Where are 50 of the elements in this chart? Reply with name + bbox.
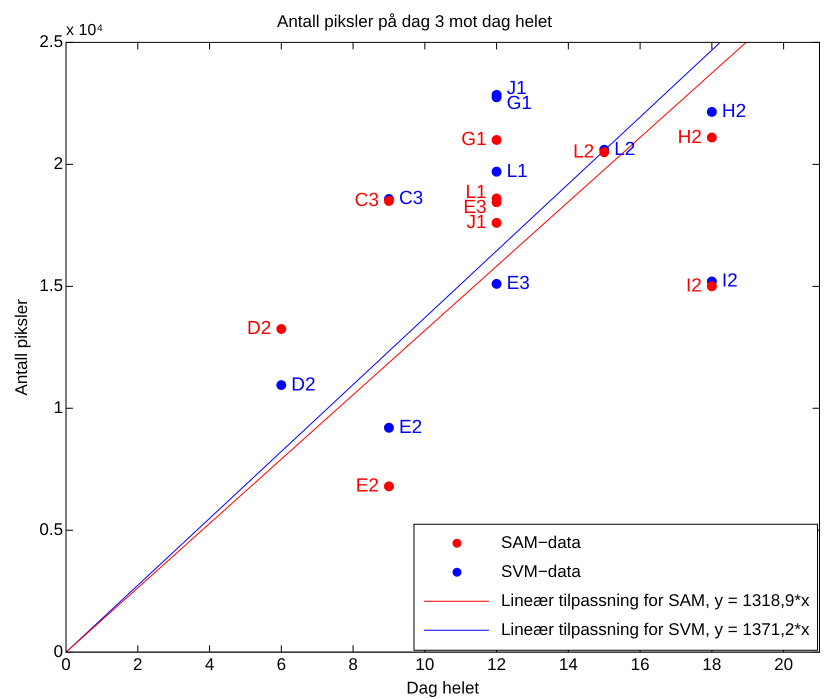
point bbox=[384, 422, 394, 433]
annotation: G1 bbox=[461, 129, 487, 150]
x-tick-label: 14 bbox=[558, 655, 578, 674]
annotation: H2 bbox=[722, 101, 746, 122]
y-axis-title: Antall piksler bbox=[12, 298, 31, 396]
x-axis-title: Dag helet bbox=[406, 678, 480, 698]
y-tick-label: 1 bbox=[54, 398, 64, 417]
x-tick-label: 12 bbox=[487, 655, 506, 674]
point bbox=[492, 278, 502, 289]
point bbox=[706, 132, 717, 143]
x-tick-label: 16 bbox=[630, 655, 650, 674]
point bbox=[276, 324, 286, 334]
annotation: E3 bbox=[506, 273, 530, 294]
annotation: C3 bbox=[354, 190, 379, 212]
annotation: E2 bbox=[356, 476, 379, 497]
x-tick-label: 8 bbox=[348, 655, 358, 674]
chart-title: Antall piksler på dag 3 mot dag helet bbox=[276, 12, 552, 31]
x-tick-label: 2 bbox=[133, 655, 143, 674]
annotation: L2 bbox=[573, 141, 594, 162]
legend-label: SAM−data bbox=[500, 532, 582, 552]
point bbox=[706, 281, 717, 292]
y-tick-label: 1.5 bbox=[39, 276, 64, 296]
x-tick-label: 20 bbox=[774, 655, 794, 674]
text: x 10⁴ bbox=[66, 22, 104, 39]
point bbox=[706, 106, 717, 117]
annotation: D2 bbox=[247, 318, 272, 340]
x-tick-label: 4 bbox=[204, 655, 214, 674]
y-tick-label: 2 bbox=[54, 154, 64, 174]
annotation: I2 bbox=[686, 276, 702, 297]
y-tick-label: 2.5 bbox=[39, 32, 64, 52]
point bbox=[492, 166, 502, 177]
annotation: E2 bbox=[398, 417, 422, 438]
point bbox=[384, 481, 394, 492]
annotation: H2 bbox=[678, 126, 702, 148]
annotation: I2 bbox=[722, 270, 738, 292]
annotation: D2 bbox=[291, 374, 316, 396]
legend-label: SVM−data bbox=[500, 562, 582, 581]
legend-label: Lineær tilpassning for SAM, y = 1318,9*x bbox=[500, 590, 810, 610]
y-tick-label: 0.5 bbox=[39, 520, 64, 539]
annotation: C3 bbox=[398, 188, 424, 210]
x-tick-label: 18 bbox=[702, 655, 722, 674]
legend-label: Lineær tilpassning for SVM, y = 1371,2*x bbox=[500, 620, 810, 639]
x-tick-label: 10 bbox=[415, 655, 434, 674]
point bbox=[599, 147, 610, 158]
annotation: L1 bbox=[506, 160, 528, 182]
y-tick-label: 0 bbox=[54, 642, 64, 661]
point bbox=[492, 134, 502, 145]
point bbox=[276, 380, 286, 390]
x-tick-label: 6 bbox=[276, 655, 286, 674]
point bbox=[492, 218, 502, 228]
